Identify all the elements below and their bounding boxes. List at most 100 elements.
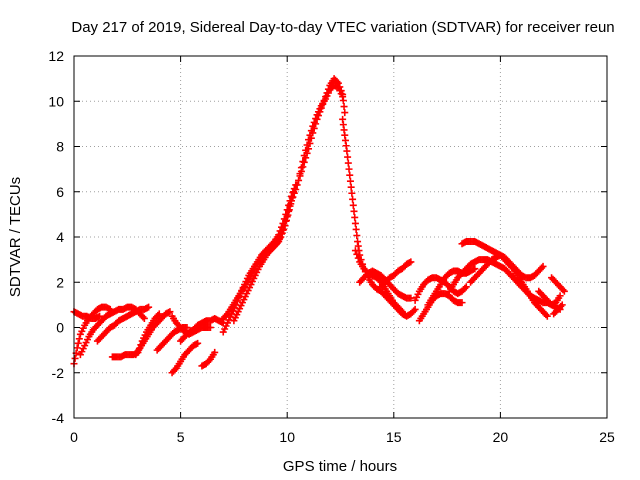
x-tick-label: 10 [279,429,295,445]
data-point [155,310,163,318]
data-point-fill [410,307,418,315]
data-point-fill [349,195,357,203]
data-point-fill [205,357,213,365]
data-point [166,308,174,316]
y-tick-label: 6 [56,184,64,200]
data-point-fill [538,264,546,272]
data-point [96,312,104,320]
data-point [339,93,347,101]
data-point-fill [340,103,348,111]
data-point-fill [542,311,550,319]
data-point-fill [273,239,281,247]
data-point [275,238,283,246]
data-point-fill [276,234,284,242]
data-point [543,312,551,320]
y-tick-label: 8 [56,139,64,155]
y-tick-label: 2 [56,274,64,290]
data-point-fill [293,181,301,189]
data-point-fill [351,213,359,221]
data-point [458,299,466,307]
data-point-fill [280,222,288,230]
y-axis-label: SDTVAR / TECUs [7,177,24,297]
data-point [556,292,564,300]
data-point-fill [278,230,286,238]
data-point-fill [353,250,361,258]
y-tick-label: 12 [48,48,64,64]
x-tick-label: 5 [177,429,185,445]
data-point-fill [302,146,310,154]
x-axis-label: GPS time / hours [283,458,397,475]
data-point-fill [75,335,83,343]
data-point-fill [354,254,362,262]
data-point [407,258,415,266]
data-point-fill [306,131,314,139]
data-point-fill [299,158,307,166]
data-point-fill [397,306,405,314]
data-point [305,136,313,144]
data-point-fill [222,311,230,319]
y-tick-label: -2 [52,365,65,381]
y-tick-label: -4 [52,410,65,426]
data-point [283,213,291,221]
data-point [398,308,406,316]
data-point [343,147,351,155]
data-point-fill [154,311,162,319]
data-point [287,197,295,205]
data-points [70,75,568,377]
data-point [471,265,479,273]
data-point-fill [303,141,311,149]
x-tick-label: 25 [599,429,615,445]
data-point [349,201,357,209]
data-point-fill [353,231,361,239]
data-point [140,314,148,322]
data-point-fill [312,115,320,123]
axis-ticks: 0 5 10 15 20 25 -4 -2 0 2 4 6 8 10 12 [48,48,615,445]
data-point [347,183,355,191]
data-point-fill [346,177,354,185]
data-point [145,303,153,311]
data-point [292,185,300,193]
data-point-fill [286,202,294,210]
data-point [206,324,214,331]
data-point-fill [71,354,79,362]
data-point [351,219,359,227]
data-point-fill [295,176,303,184]
data-point-fill [139,313,147,321]
data-point [558,301,566,309]
data-point-fill [171,366,179,374]
data-point-fill [352,225,360,233]
data-point [309,122,317,130]
y-tick-label: 0 [56,320,64,336]
data-point-fill [344,159,352,167]
data-point-fill [559,286,567,294]
data-point-fill [289,193,297,201]
data-point-fill [557,302,565,310]
chart-title: Day 217 of 2019, Sidereal Day-to-day VTE… [71,19,614,36]
x-tick-label: 15 [386,429,402,445]
data-point [73,344,81,352]
data-point [341,109,349,117]
data-point-fill [290,189,298,197]
data-point-fill [297,164,305,172]
data-point [539,262,547,270]
data-point [462,283,470,291]
data-point [279,226,287,234]
data-point [211,348,219,356]
data-point-fill [285,207,293,215]
data-point [411,305,419,313]
data-point [351,247,359,255]
y-tick-label: 10 [48,93,64,109]
data-point-fill [307,127,315,135]
data-point [194,339,202,347]
x-tick-label: 0 [70,429,78,445]
data-point-fill [344,153,352,161]
data-point-fill [282,217,290,225]
data-point-fill [74,339,82,347]
data-point [296,170,304,178]
x-tick-label: 20 [493,429,509,445]
data-point [300,152,308,160]
data-point [345,165,353,173]
data-point-fill [346,171,354,179]
